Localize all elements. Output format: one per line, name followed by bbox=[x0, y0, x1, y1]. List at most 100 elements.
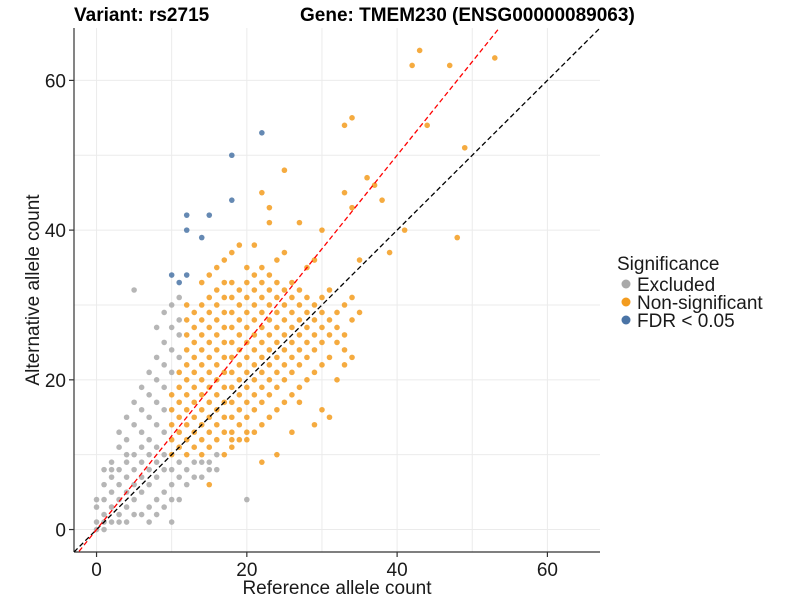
point-fdr-0-05 bbox=[183, 227, 190, 233]
point-non-significant bbox=[244, 399, 250, 406]
point-excluded bbox=[176, 332, 182, 338]
point-non-significant bbox=[341, 122, 348, 129]
point-non-significant bbox=[183, 377, 190, 383]
point-non-significant bbox=[206, 309, 213, 316]
point-non-significant bbox=[206, 399, 213, 406]
point-non-significant bbox=[236, 436, 243, 443]
point-non-significant bbox=[281, 302, 288, 308]
point-non-significant bbox=[183, 347, 190, 353]
point-excluded bbox=[93, 496, 100, 503]
point-non-significant bbox=[326, 332, 333, 338]
point-non-significant bbox=[356, 309, 363, 316]
point-non-significant bbox=[334, 339, 340, 346]
point-non-significant bbox=[206, 339, 213, 346]
point-excluded bbox=[108, 459, 115, 465]
point-excluded bbox=[131, 451, 137, 458]
axis-ticks: 0 20 40 60 0 20 40 60 bbox=[45, 71, 558, 581]
point-non-significant bbox=[176, 414, 182, 421]
point-excluded bbox=[146, 519, 152, 525]
point-non-significant bbox=[213, 362, 220, 368]
point-non-significant bbox=[244, 354, 250, 361]
point-non-significant bbox=[191, 384, 198, 391]
point-excluded bbox=[153, 496, 160, 503]
point-non-significant bbox=[221, 451, 228, 458]
x-tick-label: 60 bbox=[537, 560, 558, 581]
point-non-significant bbox=[281, 362, 288, 368]
point-non-significant bbox=[168, 421, 175, 428]
point-excluded bbox=[146, 414, 152, 421]
point-excluded bbox=[146, 451, 152, 458]
point-non-significant bbox=[198, 451, 205, 458]
point-non-significant bbox=[221, 429, 228, 436]
point-non-significant bbox=[281, 377, 288, 383]
point-non-significant bbox=[198, 406, 205, 413]
point-non-significant bbox=[176, 399, 182, 406]
point-non-significant bbox=[296, 287, 303, 293]
point-non-significant bbox=[229, 294, 235, 301]
point-excluded bbox=[191, 474, 198, 480]
point-non-significant bbox=[349, 115, 355, 121]
point-fdr-0-05 bbox=[176, 279, 182, 286]
point-excluded bbox=[161, 362, 167, 368]
point-excluded bbox=[153, 324, 160, 331]
point-non-significant bbox=[319, 309, 325, 316]
x-tick-label: 40 bbox=[387, 560, 408, 581]
point-excluded bbox=[168, 519, 175, 525]
legend-label-excluded: Excluded bbox=[637, 275, 715, 296]
point-non-significant bbox=[424, 122, 430, 129]
point-non-significant bbox=[296, 302, 303, 308]
point-non-significant bbox=[206, 272, 213, 278]
point-excluded bbox=[93, 504, 100, 510]
point-non-significant bbox=[259, 189, 265, 196]
point-non-significant bbox=[296, 317, 303, 323]
point-non-significant bbox=[183, 421, 190, 428]
point-non-significant bbox=[296, 384, 303, 391]
point-non-significant bbox=[274, 406, 280, 413]
point-fdr-0-05 bbox=[229, 152, 235, 159]
point-non-significant bbox=[371, 182, 378, 188]
point-non-significant bbox=[213, 421, 220, 428]
point-non-significant bbox=[244, 414, 250, 421]
legend-title: Significance bbox=[617, 254, 719, 275]
point-excluded bbox=[153, 511, 160, 518]
point-non-significant bbox=[251, 429, 258, 436]
point-excluded bbox=[161, 384, 167, 391]
point-excluded bbox=[123, 519, 130, 525]
point-excluded bbox=[123, 436, 130, 443]
point-non-significant bbox=[213, 302, 220, 308]
point-fdr-0-05 bbox=[206, 212, 213, 218]
legend-key-non-significant bbox=[621, 297, 631, 307]
point-non-significant bbox=[213, 332, 220, 338]
point-excluded bbox=[153, 377, 160, 383]
point-non-significant bbox=[229, 279, 235, 286]
point-non-significant bbox=[289, 279, 295, 286]
point-non-significant bbox=[229, 354, 235, 361]
point-non-significant bbox=[206, 294, 213, 301]
legend-key-excluded bbox=[621, 279, 631, 289]
point-non-significant bbox=[229, 309, 235, 316]
point-non-significant bbox=[251, 332, 258, 338]
point-non-significant bbox=[289, 392, 295, 398]
point-excluded bbox=[161, 309, 167, 316]
point-non-significant bbox=[244, 294, 250, 301]
point-excluded bbox=[176, 459, 182, 465]
point-non-significant bbox=[311, 421, 318, 428]
point-non-significant bbox=[296, 362, 303, 368]
point-non-significant bbox=[206, 369, 213, 376]
point-non-significant bbox=[304, 354, 310, 361]
point-non-significant bbox=[266, 287, 273, 293]
point-non-significant bbox=[236, 332, 243, 338]
point-non-significant bbox=[274, 384, 280, 391]
point-excluded bbox=[206, 459, 213, 465]
point-non-significant bbox=[259, 339, 265, 346]
point-non-significant bbox=[251, 377, 258, 383]
point-excluded bbox=[176, 354, 182, 361]
point-non-significant bbox=[311, 302, 318, 308]
point-excluded bbox=[131, 399, 137, 406]
point-non-significant bbox=[198, 392, 205, 398]
point-non-significant bbox=[176, 369, 182, 376]
point-excluded bbox=[108, 519, 115, 525]
point-excluded bbox=[161, 489, 167, 495]
point-non-significant bbox=[244, 324, 250, 331]
point-excluded bbox=[131, 481, 137, 488]
